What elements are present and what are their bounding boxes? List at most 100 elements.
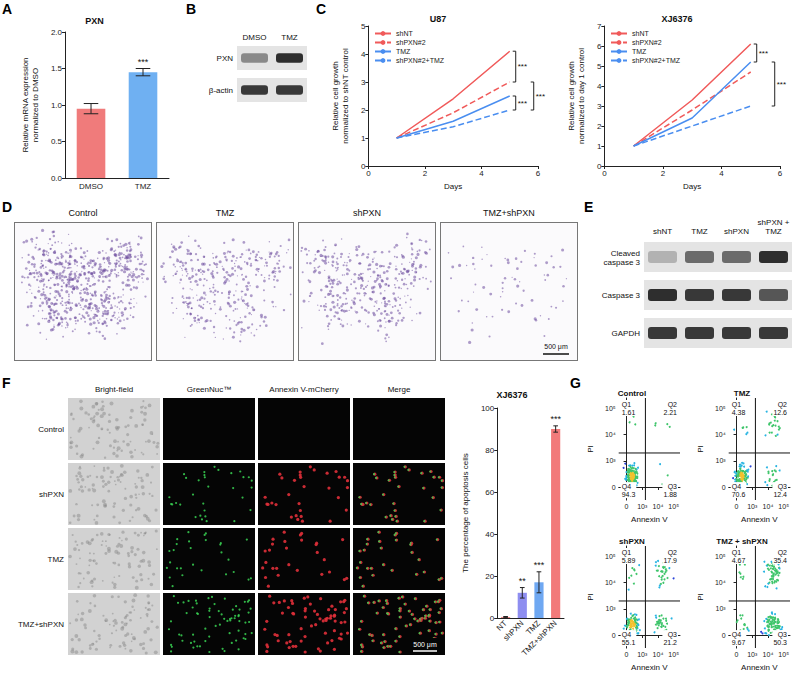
svg-text:shPXN#2+TMZ: shPXN#2+TMZ (396, 57, 445, 64)
svg-text:10³: 10³ (716, 605, 727, 612)
svg-text:10⁵: 10⁵ (778, 503, 789, 510)
svg-text:0: 0 (612, 632, 616, 639)
svg-text:shPXN: shPXN (724, 227, 749, 236)
svg-text:Q1: Q1 (622, 401, 631, 409)
svg-text:XJ6376: XJ6376 (661, 14, 692, 24)
svg-text:PI: PI (696, 593, 705, 601)
svg-text:4.67: 4.67 (732, 557, 746, 564)
svg-text:Relative mRNA expression: Relative mRNA expression (21, 57, 30, 152)
svg-text:shPXN: shPXN (619, 537, 645, 546)
svg-text:4: 4 (719, 169, 724, 178)
svg-text:Q2: Q2 (778, 401, 787, 409)
svg-text:TMZ: TMZ (216, 208, 235, 218)
svg-text:***: *** (550, 414, 561, 424)
svg-text:2: 2 (423, 169, 428, 178)
svg-text:TMZ: TMZ (691, 227, 708, 236)
svg-text:GreenNuc™: GreenNuc™ (187, 385, 231, 394)
svg-text:Caspase 3: Caspase 3 (602, 291, 641, 300)
svg-text:80: 80 (485, 446, 494, 455)
svg-text:10⁵: 10⁵ (668, 503, 679, 510)
svg-text:shNT: shNT (632, 30, 649, 37)
svg-text:Q4: Q4 (732, 631, 741, 639)
svg-text:shPXN#2: shPXN#2 (396, 39, 426, 46)
svg-text:1.61: 1.61 (622, 409, 636, 416)
svg-text:TMZ: TMZ (396, 48, 411, 55)
svg-text:21.2: 21.2 (663, 639, 677, 646)
svg-text:Q2: Q2 (668, 401, 677, 409)
svg-text:50.3: 50.3 (773, 639, 787, 646)
svg-text:7: 7 (597, 22, 602, 31)
svg-text:Cleaved: Cleaved (611, 249, 640, 258)
svg-text:normalized to shNT control: normalized to shNT control (341, 48, 350, 144)
svg-text:5: 5 (361, 22, 366, 31)
svg-text:PI: PI (586, 445, 595, 453)
svg-text:shPXN: shPXN (502, 619, 526, 643)
svg-text:6: 6 (536, 169, 541, 178)
svg-text:0.5: 0.5 (51, 137, 63, 146)
svg-text:Q1: Q1 (732, 401, 741, 409)
svg-text:caspase 3: caspase 3 (604, 258, 641, 267)
svg-text:***: *** (536, 92, 545, 101)
svg-text:Annexin V-mCherry: Annexin V-mCherry (269, 385, 338, 394)
svg-text:TMZ: TMZ (632, 48, 647, 55)
svg-text:6: 6 (778, 169, 783, 178)
svg-text:0: 0 (612, 484, 616, 491)
svg-text:Relative cell growth: Relative cell growth (567, 61, 576, 130)
svg-text:TMZ: TMZ (48, 555, 65, 564)
svg-text:β-actin: β-actin (209, 86, 233, 95)
svg-text:10⁵: 10⁵ (668, 651, 679, 658)
svg-text:40: 40 (485, 530, 494, 539)
svg-text:0: 0 (366, 169, 371, 178)
svg-text:***: *** (777, 80, 786, 89)
svg-text:***: *** (759, 49, 768, 58)
svg-text:60: 60 (485, 488, 494, 497)
svg-text:10⁵: 10⁵ (715, 405, 726, 412)
svg-text:Q4: Q4 (622, 631, 631, 639)
svg-text:10⁵: 10⁵ (605, 553, 616, 560)
svg-text:10⁴: 10⁴ (605, 431, 616, 438)
svg-text:4: 4 (479, 169, 484, 178)
svg-text:0: 0 (735, 503, 739, 510)
svg-text:GAPDH: GAPDH (612, 329, 641, 338)
svg-text:PI: PI (696, 445, 705, 453)
svg-text:Q1: Q1 (732, 549, 741, 557)
svg-text:10⁵: 10⁵ (605, 405, 616, 412)
svg-text:4: 4 (361, 50, 366, 59)
svg-text:1: 1 (361, 134, 366, 143)
svg-text:10⁴: 10⁴ (763, 651, 774, 658)
svg-text:4.38: 4.38 (732, 409, 746, 416)
svg-text:2.21: 2.21 (663, 409, 677, 416)
svg-text:shPXN#2+TMZ: shPXN#2+TMZ (632, 57, 681, 64)
svg-text:shPXN: shPXN (353, 208, 381, 218)
svg-text:U87: U87 (430, 14, 447, 24)
svg-text:0: 0 (722, 484, 726, 491)
svg-text:Annexin V: Annexin V (741, 515, 778, 524)
svg-text:TMZ: TMZ (135, 182, 152, 191)
svg-text:Q2: Q2 (778, 549, 787, 557)
svg-text:shNT: shNT (653, 227, 672, 236)
svg-text:1.5: 1.5 (51, 64, 63, 73)
svg-text:Annexin V: Annexin V (631, 515, 668, 524)
svg-text:0: 0 (625, 651, 629, 658)
svg-text:shNT: shNT (396, 30, 413, 37)
svg-text:0: 0 (490, 614, 495, 623)
svg-text:PXN: PXN (217, 54, 234, 63)
svg-text:12.4: 12.4 (773, 491, 787, 498)
svg-text:Bright-field: Bright-field (95, 385, 133, 394)
svg-text:55.1: 55.1 (622, 639, 636, 646)
svg-text:1.88: 1.88 (663, 491, 677, 498)
svg-text:10⁴: 10⁴ (605, 579, 616, 586)
svg-text:TMZ+shPXN: TMZ+shPXN (18, 620, 64, 629)
svg-text:Q1: Q1 (622, 549, 631, 557)
svg-text:Relative cell growth: Relative cell growth (331, 61, 340, 130)
svg-text:100: 100 (481, 404, 495, 413)
svg-text:10⁵: 10⁵ (778, 651, 789, 658)
svg-text:0.0: 0.0 (51, 174, 63, 183)
svg-text:Control: Control (68, 208, 97, 218)
svg-text:0: 0 (602, 169, 607, 178)
svg-text:Annexin V: Annexin V (631, 663, 668, 672)
svg-text:Q3: Q3 (668, 483, 677, 491)
svg-text:10⁴: 10⁴ (653, 503, 664, 510)
svg-text:500 μm: 500 μm (413, 641, 437, 649)
svg-text:shPXN#2: shPXN#2 (632, 39, 662, 46)
